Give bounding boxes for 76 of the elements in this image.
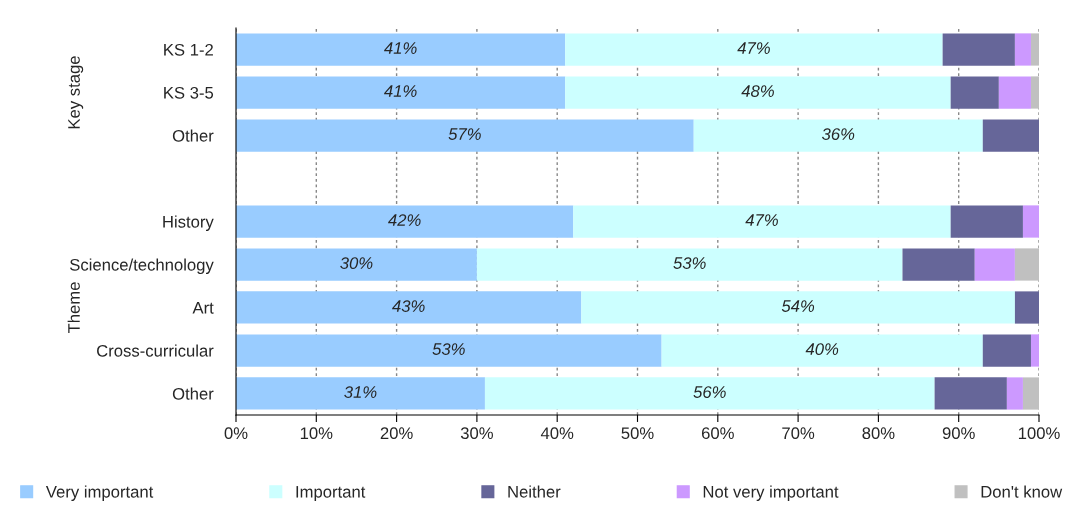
y-tick-label: KS 3-5 (164, 86, 214, 99)
data-label: 40% (805, 343, 839, 355)
x-tick-label: 50% (621, 427, 654, 440)
bar (1030, 76, 1039, 109)
bar (236, 33, 566, 66)
bar (982, 119, 1039, 152)
legend-label: Don't know (981, 485, 1063, 498)
data-label: 53% (432, 343, 465, 355)
data-label: 53% (673, 257, 706, 269)
bar (661, 334, 983, 367)
bar (974, 248, 1015, 281)
bar (565, 76, 951, 109)
text: Key stage (68, 56, 84, 129)
data-label: 31% (344, 386, 377, 398)
data-label: 47% (737, 42, 770, 54)
bar (950, 205, 1023, 238)
data-label: 30% (340, 257, 373, 269)
bar (565, 33, 943, 66)
data-label: 43% (392, 300, 425, 312)
bar (484, 377, 935, 410)
y-tick-label: KS 1-2 (164, 43, 213, 56)
data-label: 41% (384, 85, 417, 97)
data-label: 57% (448, 128, 481, 140)
legend-label: Important (296, 486, 366, 501)
x-tick-label: 20% (380, 427, 413, 440)
y-tick-label: Other (172, 129, 214, 142)
y-tick-label: Science/technology (70, 258, 214, 274)
bar (998, 76, 1031, 109)
x-tick-label: 30% (460, 427, 493, 440)
bar (1030, 334, 1039, 367)
bar (476, 248, 903, 281)
y-tick-label: History (163, 215, 214, 231)
data-label: 42% (388, 214, 421, 226)
legend-label: Not very important (703, 485, 839, 501)
data-label: 48% (741, 85, 774, 97)
bar (1014, 248, 1039, 281)
x-tick-label: 100% (1018, 427, 1060, 440)
data-label: 36% (821, 128, 855, 140)
y-tick-label: Cross-curricular (97, 344, 214, 357)
x-tick-label: 80% (862, 427, 895, 440)
bar (581, 291, 1015, 324)
x-tick-label: 70% (782, 427, 815, 440)
bar (236, 377, 485, 410)
bar (934, 377, 1007, 410)
y-tick-label: Art (192, 302, 214, 314)
text: Theme (67, 282, 80, 334)
bar (950, 76, 999, 109)
data-label: 47% (745, 214, 778, 226)
x-tick-label: 10% (300, 427, 333, 440)
bar (1014, 291, 1039, 324)
x-tick-label: 40% (540, 427, 574, 440)
data-label: 56% (693, 386, 726, 398)
bar (236, 76, 566, 109)
bar (942, 33, 1015, 66)
legend-label: Very important (45, 485, 154, 501)
bar (236, 205, 574, 238)
bar (982, 334, 1031, 367)
y-tick-label: Other (172, 387, 214, 400)
x-tick-label: 0% (224, 427, 248, 440)
bar (573, 205, 951, 238)
bar (902, 248, 975, 281)
x-tick-label: 60% (701, 427, 734, 440)
bar (1006, 377, 1023, 410)
x-tick-label: 90% (942, 427, 975, 440)
bar (236, 291, 582, 324)
bar (1022, 377, 1039, 410)
bar (1030, 33, 1039, 66)
bar (693, 119, 983, 152)
bar (236, 248, 477, 281)
legend-label: Neither (508, 485, 561, 498)
bar (236, 334, 662, 367)
bar (236, 119, 694, 152)
bar (1022, 205, 1039, 238)
bar (1014, 33, 1031, 66)
data-label: 41% (384, 42, 417, 54)
data-label: 54% (781, 300, 815, 312)
